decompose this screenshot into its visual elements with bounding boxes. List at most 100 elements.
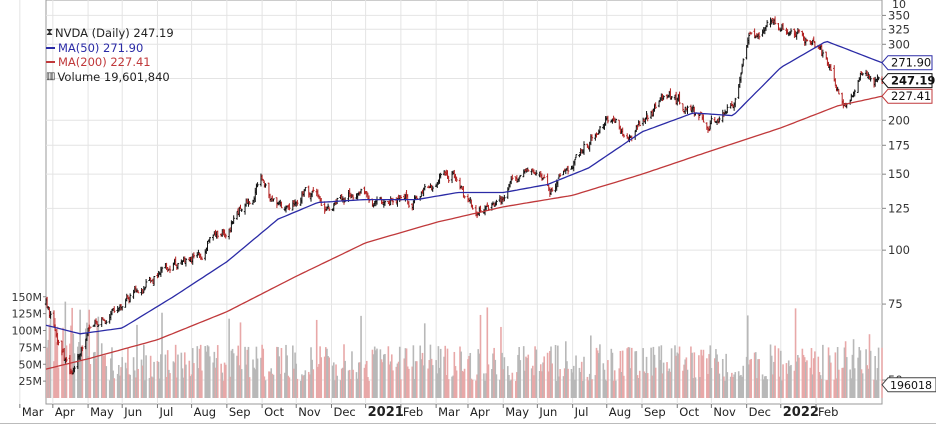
volume-bar [557,345,559,398]
volume-bar [876,368,879,398]
volume-bar [803,357,806,398]
volume-bar [445,374,448,398]
volume-bar [668,368,671,398]
volume-bar [431,365,434,398]
volume-bar [423,323,426,398]
volume-bar [208,356,211,398]
volume-tick-label: 75M [19,341,43,354]
volume-bar [191,348,194,398]
volume-bar [236,355,238,398]
volume-bar [183,352,186,398]
volume-bar [396,363,399,398]
volume-bar [702,349,705,398]
legend-volume-row: ▥ Volume 19,601,840 [46,70,174,85]
date-tick-label: Nov [298,405,321,419]
volume-bar [607,360,609,398]
volume-bar [559,369,561,398]
volume-bar [471,379,474,398]
volume-bar [127,347,129,398]
volume-bar [364,364,367,398]
candlesticks [44,16,884,375]
volume-bar [46,347,48,398]
volume-bar [253,367,255,398]
price-tick-label: 125 [888,201,910,215]
volume-bar [857,357,859,398]
volume-bar [397,361,400,398]
volume-bar [360,315,362,398]
volume-bar [100,343,103,398]
volume-bar [844,341,847,398]
volume-bar [595,347,598,398]
volume-bar [180,352,183,398]
volume-bar [787,360,790,398]
price-tick-label: 150 [888,167,910,181]
volume-bar [526,358,528,398]
volume-bar [745,356,748,398]
volume-bar [852,339,855,398]
volume-bar [674,345,676,398]
volume-bar [684,359,687,398]
volume-bar [327,356,329,398]
volume-bar [152,377,154,398]
volume-bar [724,380,726,398]
volume-bar [630,347,633,398]
volume-bar [806,360,808,398]
volume-bar [580,361,583,398]
volume-bar [477,349,480,398]
volume-bar [212,362,214,398]
volume-bar [833,379,836,398]
volume-bar [221,372,224,398]
volume-bar [739,375,741,398]
date-tick-label: May [90,405,114,419]
volume-bar [105,366,108,398]
volume-bar [120,367,122,398]
volume-bar [491,369,493,398]
volume-bar [156,361,159,398]
volume-bar [347,370,350,398]
volume-bar [468,355,470,398]
volume-bar [547,371,550,398]
legend-title-row: ⧗ NVDA (Daily) 247.19 [46,26,174,41]
volume-bar [168,369,170,398]
volume-bar [510,379,513,398]
volume-bar [495,374,498,398]
volume-bar [546,352,549,398]
volume-bar [853,368,856,398]
volume-bar [45,327,47,398]
volume-bar [365,360,368,398]
volume-bar [62,327,64,398]
volume-bar [753,352,756,398]
volume-bar [533,375,535,398]
volume-bar [288,377,291,398]
date-tick-label: Mar [22,405,44,419]
volume-bar [850,378,853,398]
volume-bar [827,347,830,398]
volume-bar [125,368,128,398]
volume-bar [475,380,477,398]
volume-bar [160,354,162,398]
volume-bar [629,368,632,398]
volume-bar [340,368,343,398]
legend-ma200: MA(200) 227.41 [58,55,151,69]
volume-bar [237,345,240,398]
volume-bar [61,350,63,398]
volume-bar [261,344,263,398]
volume-bar [363,367,366,398]
indicator-strip [0,423,936,431]
volume-bar [706,358,708,398]
ma200-swatch [46,61,55,64]
volume-bar [766,379,768,398]
volume-bar [652,346,655,398]
price-axis: 3503253002502001751501251007550 [882,8,910,387]
volume-bar [196,346,199,398]
volume-bar [351,351,353,398]
volume-bar [124,362,127,398]
volume-bar [628,347,631,398]
volume-bar [395,366,398,398]
volume-bar [670,348,673,398]
date-tick-label: Jun [538,405,557,419]
volume-bar [619,350,622,398]
volume-bar [732,376,734,398]
volume-bar [599,344,601,398]
volume-bar [519,360,522,398]
